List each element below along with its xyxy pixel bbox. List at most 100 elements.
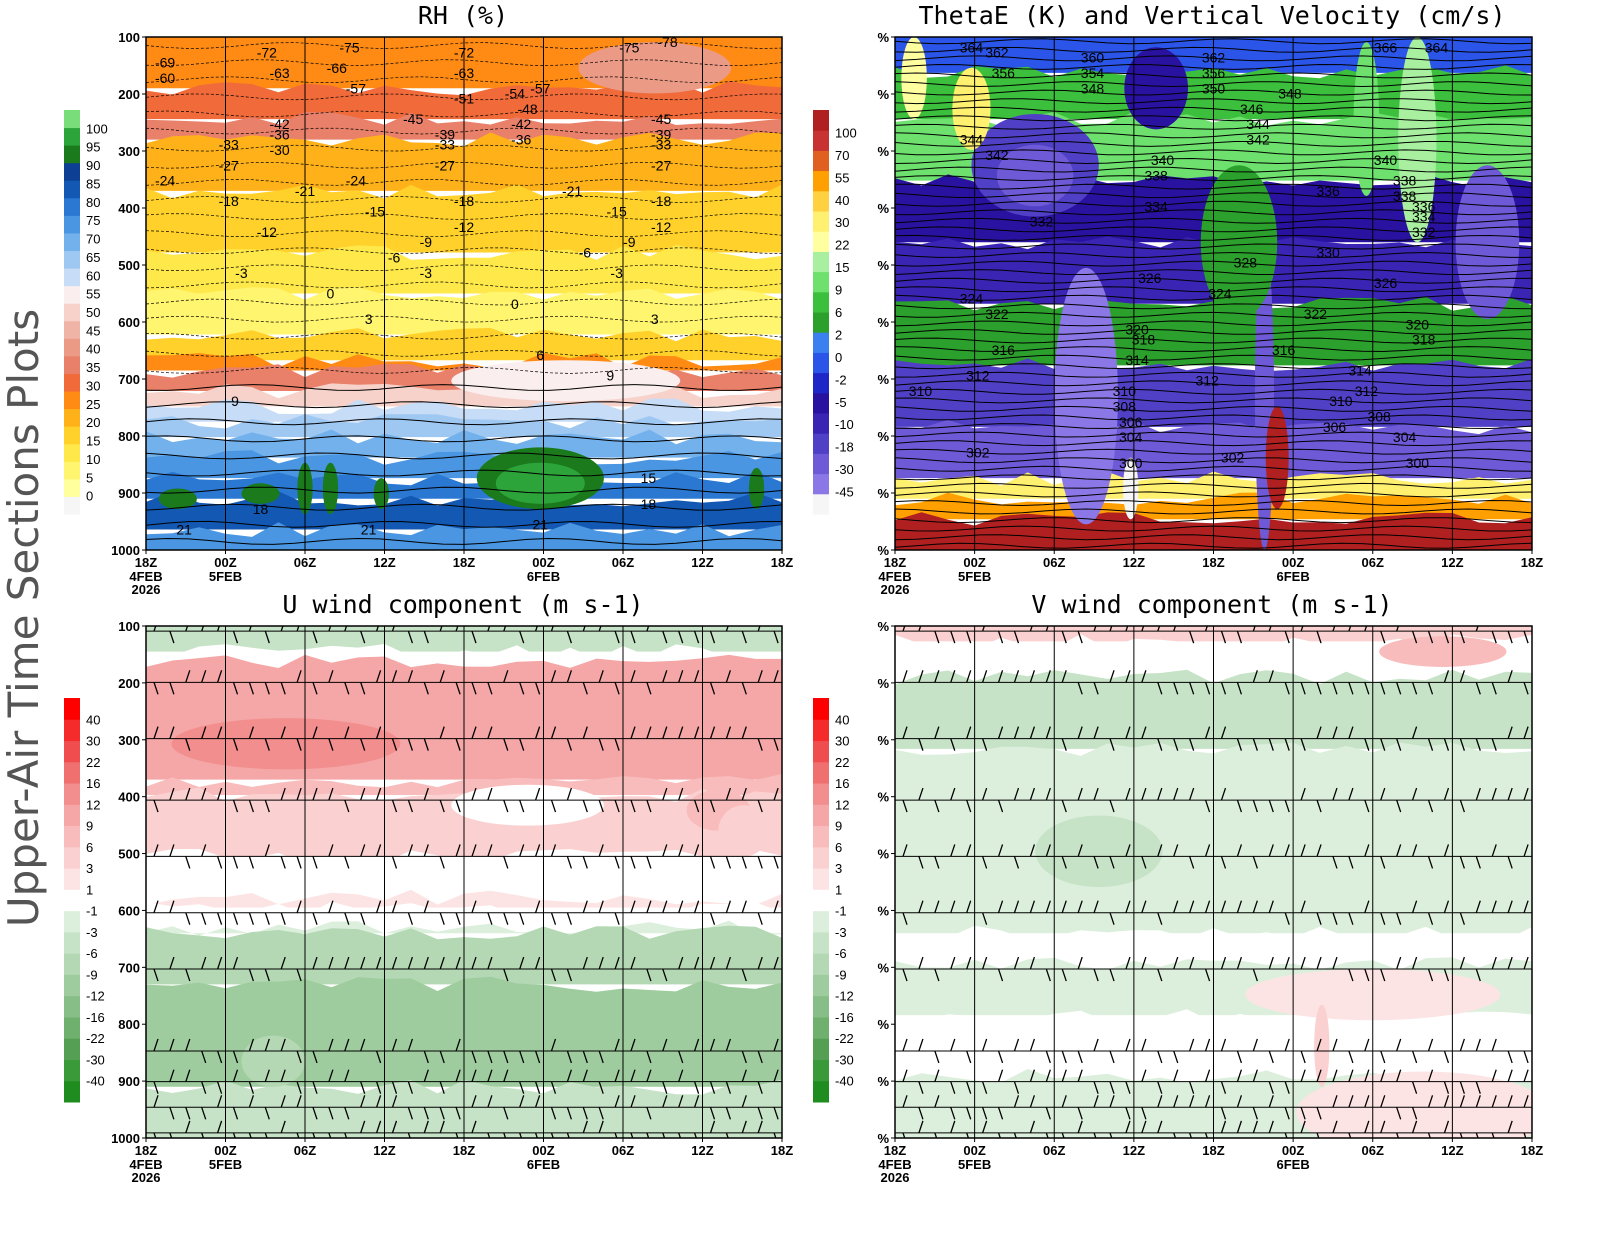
wind-barb (1109, 738, 1115, 751)
wind-barb (950, 1120, 956, 1134)
fill-blob (748, 467, 765, 509)
contour-line (146, 230, 782, 237)
wind-barb (153, 726, 159, 739)
wind-barb (918, 1107, 924, 1120)
wind-barb (360, 844, 366, 857)
wind-barb (344, 1038, 350, 1052)
x-tick-label: 18Z (135, 1143, 157, 1158)
wind-barb (1475, 900, 1481, 913)
wind-barb (709, 1107, 716, 1120)
wind-barb (1284, 956, 1290, 970)
wind-barb (280, 1069, 286, 1082)
wind-barb (1427, 856, 1434, 869)
wind-barb (678, 1132, 682, 1138)
contour-label: 366 (1374, 39, 1398, 55)
wind-barb (1364, 738, 1370, 751)
wind-barb (534, 1081, 541, 1094)
wind-barb (185, 1038, 191, 1052)
wind-barb (1300, 738, 1306, 751)
wind-barb (455, 1069, 461, 1082)
y-tick-label: % (877, 258, 889, 273)
wind-barb (1220, 1120, 1227, 1134)
wind-barb (344, 1069, 350, 1082)
wind-barb (693, 1132, 697, 1138)
wind-barb (439, 956, 445, 970)
y-tick-label: 100 (118, 619, 140, 634)
colorbar-label: -6 (86, 946, 98, 961)
contour-label: 344 (1246, 116, 1270, 132)
wind-barb (519, 738, 525, 751)
wind-barb (1348, 726, 1354, 739)
wind-barb (201, 1081, 207, 1094)
contour-label: 330 (1316, 244, 1340, 260)
contour-label: 364 (960, 39, 984, 55)
colorbar-swatch (813, 130, 829, 151)
wind-barb (1061, 856, 1067, 869)
contour-line (146, 144, 782, 152)
wind-barb (1220, 1081, 1227, 1094)
wind-barb (1045, 787, 1051, 801)
wind-barb (169, 1038, 175, 1052)
wind-barb (1523, 1132, 1527, 1138)
wind-barb (1475, 738, 1481, 751)
colorbar-swatch (813, 190, 829, 212)
wind-barb (423, 1107, 429, 1120)
wind-barb (328, 626, 332, 632)
wind-barb (1236, 682, 1243, 695)
fill-blob (1054, 267, 1118, 525)
wind-barb (280, 787, 286, 801)
wind-barb (169, 956, 175, 970)
wind-barb (1109, 799, 1115, 813)
colorbar-swatch (813, 783, 829, 805)
x-tick-label: 00Z (532, 1143, 554, 1158)
wind-barb (296, 1095, 302, 1108)
wind-barb (1204, 682, 1211, 695)
wind-barb (1077, 682, 1083, 695)
wind-barb (1316, 726, 1322, 739)
x-tick-label: 18Z (771, 1143, 793, 1158)
colorbar-label: -10 (835, 417, 854, 432)
wind-barb (678, 900, 684, 913)
wind-barb (1141, 856, 1147, 869)
wind-barb (1077, 1120, 1083, 1134)
wind-barb (1443, 1095, 1450, 1108)
wind-barb (582, 1107, 588, 1120)
contour-label: 302 (966, 445, 990, 461)
wind-barb (1443, 844, 1450, 857)
contour-label: 322 (1304, 306, 1328, 322)
contour-label: -78 (657, 34, 677, 50)
wind-barb (1252, 900, 1258, 913)
x-tick-label: 00Z (1282, 555, 1304, 570)
wind-barb (1443, 1081, 1450, 1094)
wind-barb (1348, 856, 1354, 869)
wind-barb (423, 956, 429, 970)
wind-barb (487, 1050, 493, 1064)
wind-barb (503, 1107, 509, 1120)
colorbar-label: -6 (835, 946, 847, 961)
contour-line (146, 264, 782, 272)
wind-barb (519, 1081, 525, 1094)
panel-title: U wind component (m s-1) (282, 590, 643, 619)
wind-barb (1157, 682, 1163, 695)
colorbar-swatch (64, 761, 80, 784)
wind-barb (693, 956, 700, 970)
wind-barb (725, 1081, 732, 1094)
contour-label: 6 (536, 347, 544, 363)
contour-label: 0 (511, 296, 519, 312)
wind-barb (1364, 1069, 1370, 1082)
fill-blob (1379, 636, 1507, 667)
contour-label: 310 (909, 383, 933, 399)
wind-barb (902, 968, 908, 982)
x-tick-label: 00Z (532, 555, 554, 570)
colorbar-swatch (64, 719, 80, 742)
wind-barb (328, 956, 334, 970)
fill-blob (158, 488, 197, 509)
wind-barb (1316, 912, 1322, 925)
x-tick-label: 12Z (373, 555, 395, 570)
wind-barb (280, 626, 284, 632)
wind-barb (678, 726, 684, 739)
wind-barb (534, 956, 541, 970)
colorbar-swatch (64, 1038, 80, 1060)
wind-barb (328, 1132, 332, 1138)
wind-barb (1204, 968, 1211, 982)
